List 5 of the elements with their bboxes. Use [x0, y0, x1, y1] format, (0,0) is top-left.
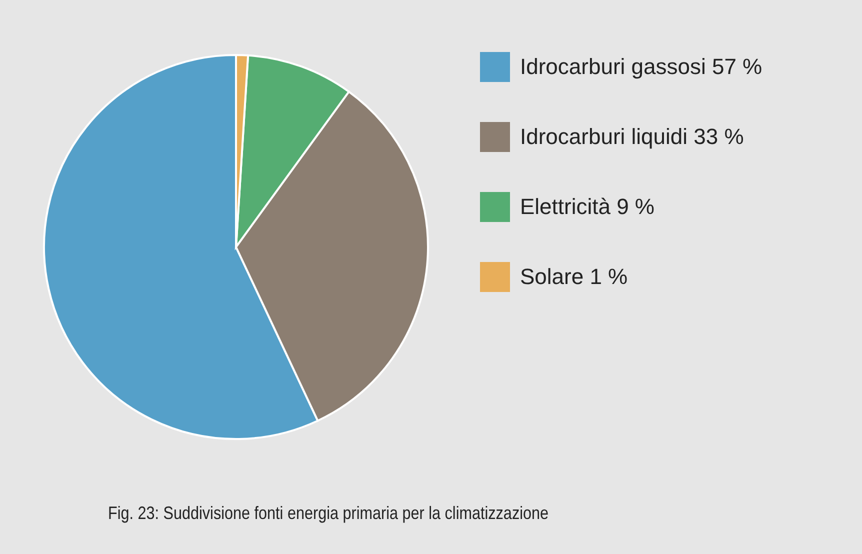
legend-label: Elettricità 9 % [520, 194, 654, 219]
legend-label: Idrocarburi liquidi 33 % [520, 124, 744, 149]
legend-label: Idrocarburi gassosi 57 % [520, 54, 762, 79]
legend-label: Solare 1 % [520, 264, 628, 289]
caption: Fig. 23: Suddivisione fonti energia primaria per la climatizzazione [108, 503, 549, 524]
